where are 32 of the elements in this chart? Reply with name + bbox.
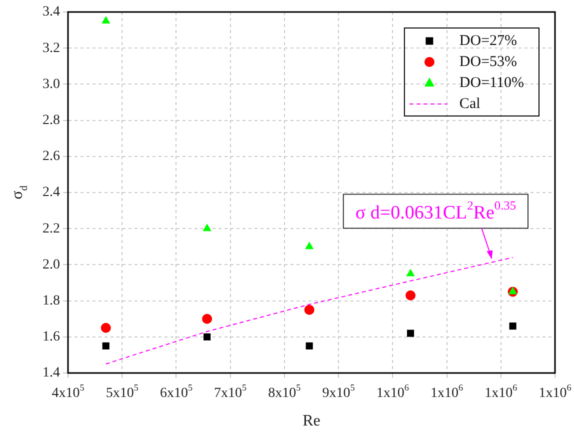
point — [508, 286, 518, 294]
point — [202, 314, 212, 324]
point — [406, 290, 416, 300]
x-axis-title: Re — [302, 412, 320, 430]
point — [204, 333, 211, 340]
y-axis-title: σd — [9, 184, 30, 200]
legend-label: DO=110% — [459, 74, 524, 91]
y-tick-label: 1.8 — [42, 293, 60, 308]
y-tick-label: 1.4 — [42, 366, 60, 381]
point — [100, 322, 111, 333]
point — [406, 268, 415, 276]
point — [102, 342, 110, 350]
y-tick-label: 2.8 — [42, 112, 60, 128]
y-tick-label: 3.4 — [42, 4, 60, 20]
point — [306, 342, 313, 350]
point — [202, 224, 212, 232]
y-tick-label: 3.0 — [42, 76, 60, 92]
legend-label: DO=53% — [459, 54, 518, 70]
y-tick-label: 2.4 — [42, 185, 60, 200]
point — [102, 16, 110, 24]
y-tick-label: 2.0 — [42, 257, 60, 272]
point — [509, 322, 516, 330]
y-tick-label: 2.6 — [42, 149, 60, 164]
legend-label: DO=27% — [459, 32, 518, 49]
point — [304, 304, 314, 315]
y-tick-label: 2.2 — [42, 221, 60, 236]
y-tick-label: 3.2 — [42, 40, 60, 56]
point — [305, 242, 314, 250]
y-tick-label: 1.6 — [42, 330, 60, 345]
legend-label: Cal — [459, 96, 480, 112]
point — [406, 330, 414, 337]
line-series — [105, 256, 514, 364]
